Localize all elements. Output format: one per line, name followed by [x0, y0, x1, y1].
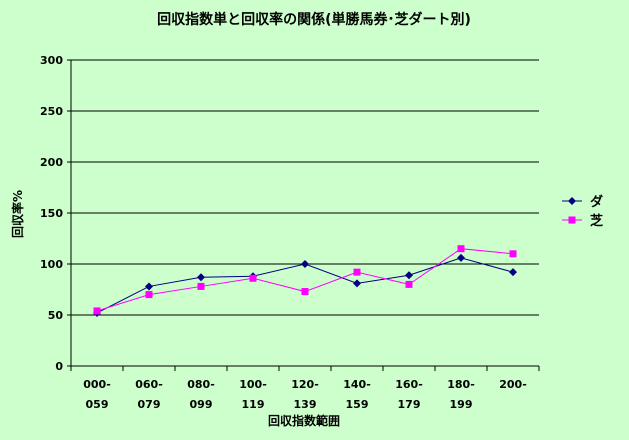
- x-tick-label: 180-: [447, 378, 475, 391]
- data-point-square: [197, 282, 205, 290]
- data-point-square: [568, 216, 576, 224]
- data-point-square: [353, 268, 361, 276]
- y-tick-label: 300: [40, 54, 63, 67]
- data-point-square: [249, 274, 257, 282]
- legend: ダ芝: [562, 194, 603, 229]
- legend-label: ダ: [590, 194, 603, 210]
- x-tick-label: 179: [398, 398, 421, 411]
- x-tick-label: 079: [138, 398, 161, 411]
- y-axis-label: 回収率%: [10, 190, 25, 238]
- data-point-square: [509, 250, 517, 258]
- data-point-diamond: [197, 273, 205, 282]
- x-tick-label: 080-: [187, 378, 215, 391]
- data-point-diamond: [405, 271, 413, 280]
- x-tick-label: 140-: [343, 378, 371, 391]
- data-point-diamond: [509, 268, 517, 277]
- y-tick-label: 150: [40, 207, 63, 220]
- data-point-diamond: [457, 253, 465, 262]
- x-tick-label: 100-: [239, 378, 267, 391]
- y-tick-label: 200: [40, 156, 63, 169]
- data-point-diamond: [568, 197, 576, 205]
- data-point-square: [145, 291, 153, 299]
- data-point-square: [93, 307, 101, 315]
- x-tick-label: 000-: [83, 378, 111, 391]
- data-point-square: [405, 280, 413, 288]
- series-1: [93, 245, 517, 315]
- x-tick-label: 119: [242, 398, 265, 411]
- x-tick-label: 099: [190, 398, 213, 411]
- x-tick-label: 199: [450, 398, 473, 411]
- chart-title: 回収指数単と回収率の関係(単勝馬券･芝ダート別): [157, 11, 471, 28]
- y-tick-label: 50: [48, 309, 64, 322]
- x-tick-label: 159: [346, 398, 369, 411]
- data-point-diamond: [353, 279, 361, 288]
- y-tick-label: 250: [40, 105, 63, 118]
- legend-label: 芝: [590, 213, 603, 229]
- x-tick-label: 120-: [291, 378, 319, 391]
- data-point-square: [457, 245, 465, 253]
- x-tick-label: 200-: [499, 378, 527, 391]
- data-point-square: [301, 288, 309, 296]
- y-tick-label: 100: [40, 258, 63, 271]
- data-point-diamond: [301, 260, 309, 268]
- x-axis-label: 回収指数範囲: [268, 413, 340, 428]
- x-tick-label: 160-: [395, 378, 423, 391]
- x-tick-label: 139: [294, 398, 317, 411]
- y-tick-label: 0: [55, 360, 63, 373]
- x-tick-label: 059: [86, 398, 109, 411]
- x-tick-label: 060-: [135, 378, 163, 391]
- data-point-diamond: [145, 282, 153, 291]
